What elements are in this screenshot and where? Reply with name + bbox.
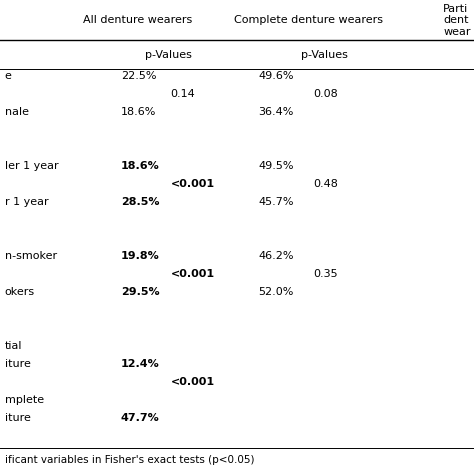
Text: 0.48: 0.48 [313,179,337,189]
Text: 0.35: 0.35 [313,269,337,279]
Text: n-smoker: n-smoker [5,251,57,261]
Text: 18.6%: 18.6% [121,161,160,171]
Text: 18.6%: 18.6% [121,107,156,117]
Text: 47.7%: 47.7% [121,413,160,423]
Text: 0.08: 0.08 [313,89,337,99]
Text: All denture wearers: All denture wearers [83,15,192,25]
Text: p-Values: p-Values [301,49,348,60]
Text: ler 1 year: ler 1 year [5,161,58,171]
Text: <0.001: <0.001 [171,269,215,279]
Text: r 1 year: r 1 year [5,197,48,207]
Text: 45.7%: 45.7% [258,197,294,207]
Text: 49.5%: 49.5% [258,161,294,171]
Text: 49.6%: 49.6% [258,71,294,81]
Text: p-Values: p-Values [145,49,191,60]
Text: 22.5%: 22.5% [121,71,156,81]
Text: iture: iture [5,413,31,423]
Text: 0.14: 0.14 [171,89,195,99]
Text: tial: tial [5,341,22,351]
Text: Parti
dent
wear: Parti dent wear [443,3,471,37]
Text: 36.4%: 36.4% [258,107,294,117]
Text: <0.001: <0.001 [171,377,215,387]
Text: 29.5%: 29.5% [121,287,159,297]
Text: nale: nale [5,107,29,117]
Text: 46.2%: 46.2% [258,251,294,261]
Text: 12.4%: 12.4% [121,359,160,369]
Text: 19.8%: 19.8% [121,251,160,261]
Text: iture: iture [5,359,31,369]
Text: 52.0%: 52.0% [258,287,294,297]
Text: 28.5%: 28.5% [121,197,159,207]
Text: e: e [5,71,12,81]
Text: <0.001: <0.001 [171,179,215,189]
Text: Complete denture wearers: Complete denture wearers [234,15,383,25]
Text: okers: okers [5,287,35,297]
Text: mplete: mplete [5,395,44,405]
Text: ificant variables in Fisher's exact tests (p<0.05): ificant variables in Fisher's exact test… [5,455,254,465]
